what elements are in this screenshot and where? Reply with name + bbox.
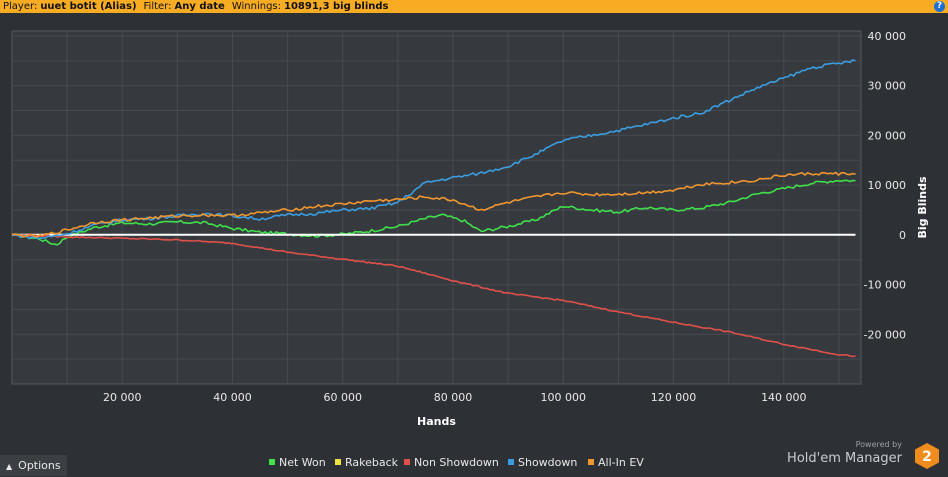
x-tick-label: 80 000 bbox=[434, 391, 473, 404]
player-label: Player: bbox=[3, 1, 38, 12]
y-tick-label: 0 bbox=[899, 229, 906, 242]
y-tick-label: 40 000 bbox=[868, 30, 907, 43]
brand-badge: 2 bbox=[922, 449, 932, 465]
y-tick-label: -20 000 bbox=[864, 328, 906, 341]
legend-item[interactable]: Non Showdown bbox=[404, 455, 499, 471]
grid-lines bbox=[12, 31, 861, 384]
legend-label: Net Won bbox=[279, 456, 326, 469]
x-tick-label: 60 000 bbox=[324, 391, 363, 404]
player-value: uuet botit (Alias) bbox=[40, 1, 137, 12]
winnings-value: 10891,3 big blinds bbox=[284, 1, 389, 12]
legend-label: Non Showdown bbox=[414, 456, 499, 469]
y-tick-label: 10 000 bbox=[868, 179, 907, 192]
options-button[interactable]: ▲ Options bbox=[0, 455, 67, 476]
help-icon[interactable]: ? bbox=[934, 1, 945, 12]
legend-item[interactable]: Net Won bbox=[269, 455, 326, 471]
legend-item[interactable]: Rakeback bbox=[335, 455, 398, 471]
x-tick-label: 140 000 bbox=[761, 391, 807, 404]
legend-swatch bbox=[404, 459, 410, 465]
legend-label: Rakeback bbox=[345, 456, 399, 469]
y-axis-ticks: 40 000 30 000 20 000 10 000 0 -10 000 -20 000 bbox=[864, 30, 906, 341]
series-line-non-showdown bbox=[11, 233, 856, 358]
header-bar: Player: uuet botit (Alias) Filter: Any date… bbox=[0, 0, 948, 13]
series-line-all-in-ev bbox=[11, 171, 856, 238]
x-tick-label: 40 000 bbox=[213, 391, 252, 404]
legend-item[interactable]: All-In EV bbox=[588, 455, 644, 471]
filter-label: Filter: bbox=[143, 1, 172, 12]
x-axis-label: Hands bbox=[417, 415, 456, 428]
legend-item[interactable]: Showdown bbox=[508, 455, 577, 471]
legend-label: Showdown bbox=[518, 456, 578, 469]
x-tick-label: 20 000 bbox=[103, 391, 142, 404]
brand-name: Hold'em Manager bbox=[787, 451, 902, 466]
chart-legend: Net Won Rakeback Non Showdown Showdown All-I… bbox=[0, 455, 948, 471]
series-lines bbox=[11, 59, 856, 358]
hex-logo-icon: 2 bbox=[915, 443, 939, 469]
brand-logo: Powered by Hold'em Manager 2 bbox=[787, 440, 942, 472]
x-axis-ticks: 20 000 40 000 60 000 80 000 100 000 120 000 14… bbox=[103, 391, 807, 404]
powered-by-text: Powered by bbox=[855, 440, 902, 449]
y-tick-label: 20 000 bbox=[868, 129, 907, 142]
options-label: Options bbox=[18, 459, 61, 472]
plot-background bbox=[11, 30, 862, 385]
legend-label: All-In EV bbox=[598, 456, 644, 469]
y-tick-label: -10 000 bbox=[864, 279, 906, 292]
filter-value: Any date bbox=[174, 1, 225, 12]
legend-swatch bbox=[508, 459, 514, 465]
y-tick-label: 30 000 bbox=[868, 80, 907, 93]
series-line-net-won bbox=[11, 179, 856, 246]
y-axis-label: Big Blinds bbox=[916, 176, 929, 238]
legend-swatch bbox=[335, 459, 341, 465]
winnings-label: Winnings: bbox=[231, 1, 281, 12]
legend-swatch bbox=[269, 459, 275, 465]
legend-swatch bbox=[588, 459, 594, 465]
x-tick-label: 120 000 bbox=[651, 391, 697, 404]
series-line-showdown bbox=[11, 59, 856, 240]
chevron-up-icon: ▲ bbox=[6, 462, 13, 471]
x-tick-label: 100 000 bbox=[541, 391, 587, 404]
